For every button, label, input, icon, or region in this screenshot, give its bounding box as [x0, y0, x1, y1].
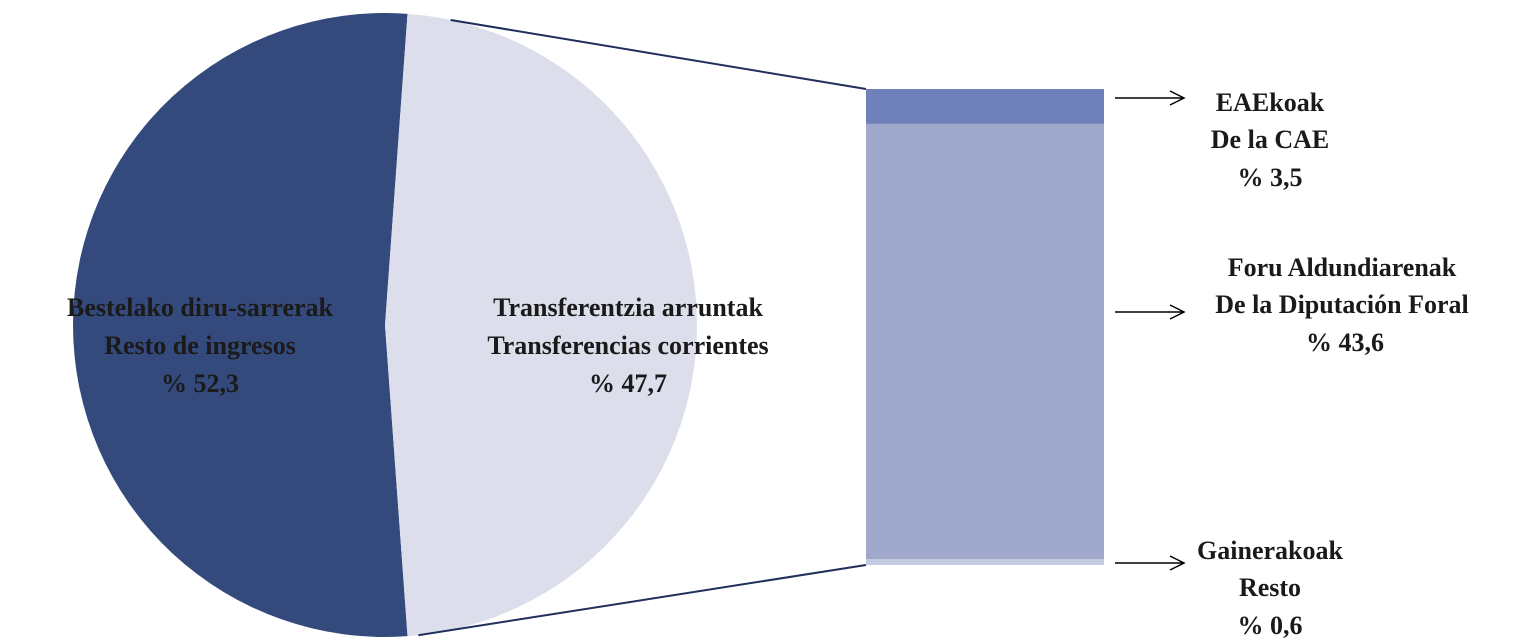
arrow-head: [1169, 555, 1186, 571]
bar-segment: [866, 559, 1104, 565]
arrow-head: [1169, 90, 1186, 106]
segment-label: De la CAE: [1211, 125, 1329, 154]
slice-label: Bestelako diru-sarrerak: [67, 293, 334, 322]
segment-label: Resto: [1239, 573, 1301, 602]
bar-segment: [866, 123, 1104, 560]
segment-label: Gainerakoak: [1197, 536, 1343, 565]
connector-line: [418, 564, 867, 637]
segment-value-label: % 0,6: [1238, 611, 1303, 640]
segment-label: Foru Aldundiarenak: [1228, 253, 1457, 282]
pie-slice: [72, 13, 408, 637]
segment-value-label: % 3,5: [1238, 163, 1303, 192]
slice-label: Resto de ingresos: [104, 331, 296, 360]
slice-label: Transferencias corrientes: [487, 331, 768, 360]
segment-value-label: % 43,6: [1306, 328, 1384, 357]
slice-value-label: % 47,7: [589, 369, 667, 398]
connector-line: [450, 18, 867, 90]
pie-slice: [385, 13, 697, 637]
bar-segment: [866, 89, 1104, 124]
segment-label: EAEkoak: [1216, 88, 1325, 117]
segment-label: De la Diputación Foral: [1215, 290, 1469, 319]
labels: Bestelako diru-sarrerak Resto de ingresos…: [67, 88, 1469, 640]
slice-label: Transferentzia arruntak: [493, 293, 763, 322]
marks: [72, 13, 1186, 637]
arrow-head: [1169, 304, 1186, 320]
slice-value-label: % 52,3: [161, 369, 239, 398]
